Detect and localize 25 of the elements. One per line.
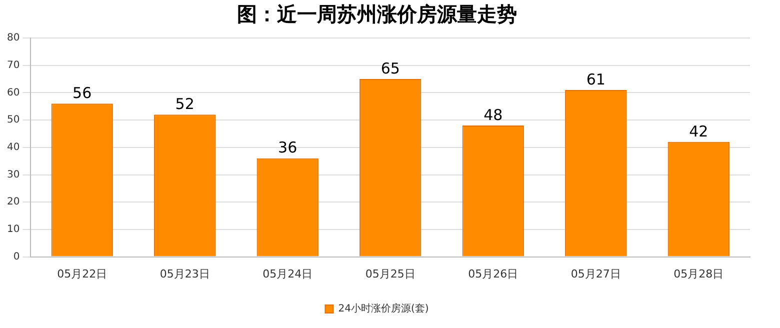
x-tick-label: 05月25日 bbox=[365, 267, 416, 280]
y-tick-label: 20 bbox=[6, 196, 20, 208]
y-tick-label: 80 bbox=[6, 32, 20, 44]
x-tick-label: 05月28日 bbox=[674, 267, 724, 280]
chart-title: 图：近一周苏州涨价房源量走势 bbox=[237, 2, 517, 26]
y-tick-label: 10 bbox=[6, 224, 20, 236]
data-label: 61 bbox=[586, 70, 606, 88]
x-tick-label: 05月23日 bbox=[160, 267, 210, 280]
x-tick-label: 05月24日 bbox=[262, 267, 313, 280]
data-label: 52 bbox=[175, 94, 194, 113]
data-label: 56 bbox=[72, 84, 92, 102]
y-tick-label: 30 bbox=[6, 169, 20, 180]
y-tick-label: 0 bbox=[13, 251, 20, 262]
y-tick-label: 70 bbox=[6, 60, 20, 71]
y-tick-label: 60 bbox=[6, 87, 20, 98]
data-label: 65 bbox=[380, 59, 400, 78]
x-tick-label: 05月27日 bbox=[570, 267, 621, 280]
x-tick-label: 05月26日 bbox=[468, 267, 518, 280]
y-tick-label: 50 bbox=[6, 114, 20, 126]
data-label: 42 bbox=[689, 122, 708, 140]
x-tick-label: 05月22日 bbox=[57, 267, 108, 280]
y-tick-label: 40 bbox=[6, 142, 20, 153]
data-label: 48 bbox=[484, 106, 503, 124]
legend-label: 24小时涨价房源(套) bbox=[338, 302, 429, 315]
data-label: 36 bbox=[278, 138, 298, 157]
